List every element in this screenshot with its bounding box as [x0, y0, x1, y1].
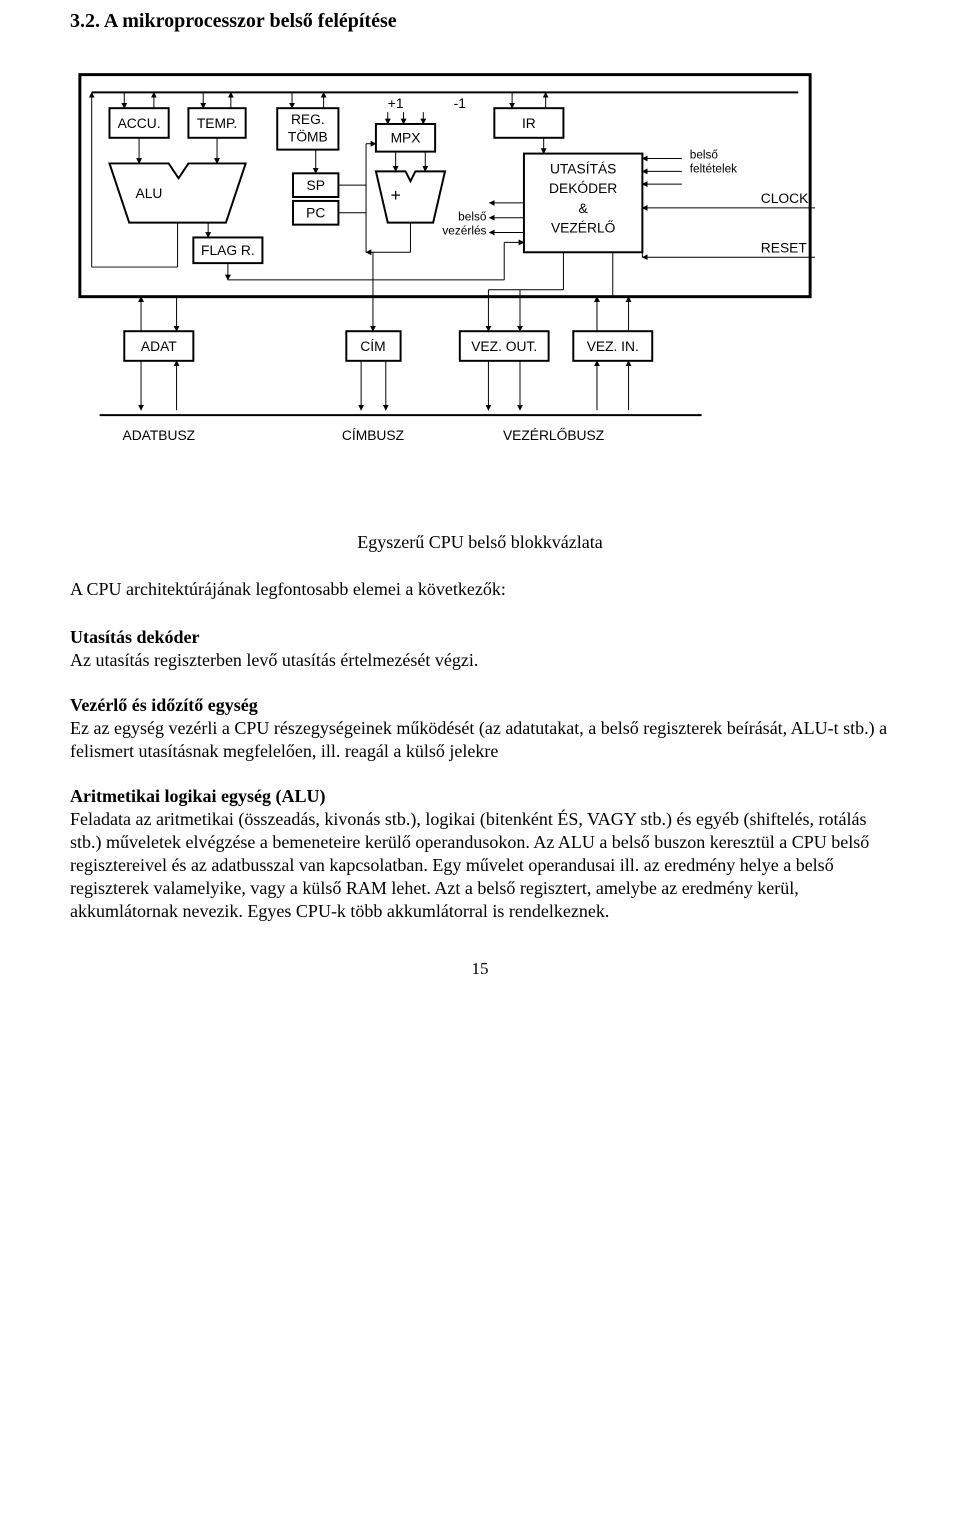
alu-label: ALU [136, 185, 163, 201]
clock-label: CLOCK [761, 190, 809, 206]
page-number: 15 [70, 959, 890, 979]
belsovez-l1: belső [458, 210, 487, 224]
cpu-block-diagram: ACCU. TEMP. REG. TÖMB ALU FLAG R. SP PC … [70, 45, 820, 504]
plus1-label: +1 [388, 95, 404, 111]
p1-body: Az utasítás regiszterben levő utasítás é… [70, 650, 478, 670]
ir-label: IR [522, 115, 536, 131]
paragraph-vezerlo: Vezérlő és időzítő egység Ez az egység v… [70, 694, 890, 763]
pc-label: PC [306, 205, 325, 221]
p2-head: Vezérlő és időzítő egység [70, 694, 890, 717]
section-title: 3.2. A mikroprocesszor belső felépítése [70, 10, 890, 33]
minus1-label: -1 [454, 95, 466, 111]
reset-label: RESET [761, 239, 808, 255]
diagram-caption: Egyszerű CPU belső blokkvázlata [70, 532, 890, 553]
sp-label: SP [307, 177, 325, 193]
p1-head: Utasítás dekóder [70, 626, 890, 649]
p2-body: Ez az egység vezérli a CPU részegységein… [70, 718, 887, 761]
plus-label: + [390, 185, 400, 205]
dec-l2: DEKÓDER [549, 180, 617, 196]
intro-text: A CPU architektúrájának legfontosabb ele… [70, 579, 890, 600]
paragraph-alu: Aritmetikai logikai egység (ALU) Feladat… [70, 785, 890, 923]
vezin-label: VEZ. IN. [587, 338, 639, 354]
accu-label: ACCU. [118, 115, 161, 131]
dec-l4: VEZÉRLŐ [551, 220, 616, 236]
adat-label: ADAT [141, 338, 177, 354]
temp-label: TEMP. [197, 115, 237, 131]
vezout-label: VEZ. OUT. [471, 338, 537, 354]
paragraph-utasitas-dekoder: Utasítás dekóder Az utasítás regiszterbe… [70, 626, 890, 672]
p3-body: Feladata az aritmetikai (összeadás, kivo… [70, 809, 869, 921]
adatbusz-label: ADATBUSZ [123, 427, 196, 443]
regtomb-l1: REG. [291, 111, 325, 127]
belsofelt-l1: belső [690, 148, 719, 162]
mpx-label: MPX [391, 130, 421, 146]
belsofelt-l2: feltételek [690, 161, 737, 175]
regtomb-l2: TÖMB [288, 128, 328, 145]
vezerlobusz-label: VEZÉRLŐBUSZ [503, 427, 604, 443]
dec-l1: UTASÍTÁS [550, 160, 616, 176]
p3-head: Aritmetikai logikai egység (ALU) [70, 785, 890, 808]
cimbusz-label: CÍMBUSZ [342, 427, 404, 443]
belsovez-l2: vezérlés [442, 224, 486, 238]
cim-label: CÍM [360, 338, 385, 354]
dec-l3: & [579, 200, 588, 216]
flag-label: FLAG R. [201, 242, 255, 258]
